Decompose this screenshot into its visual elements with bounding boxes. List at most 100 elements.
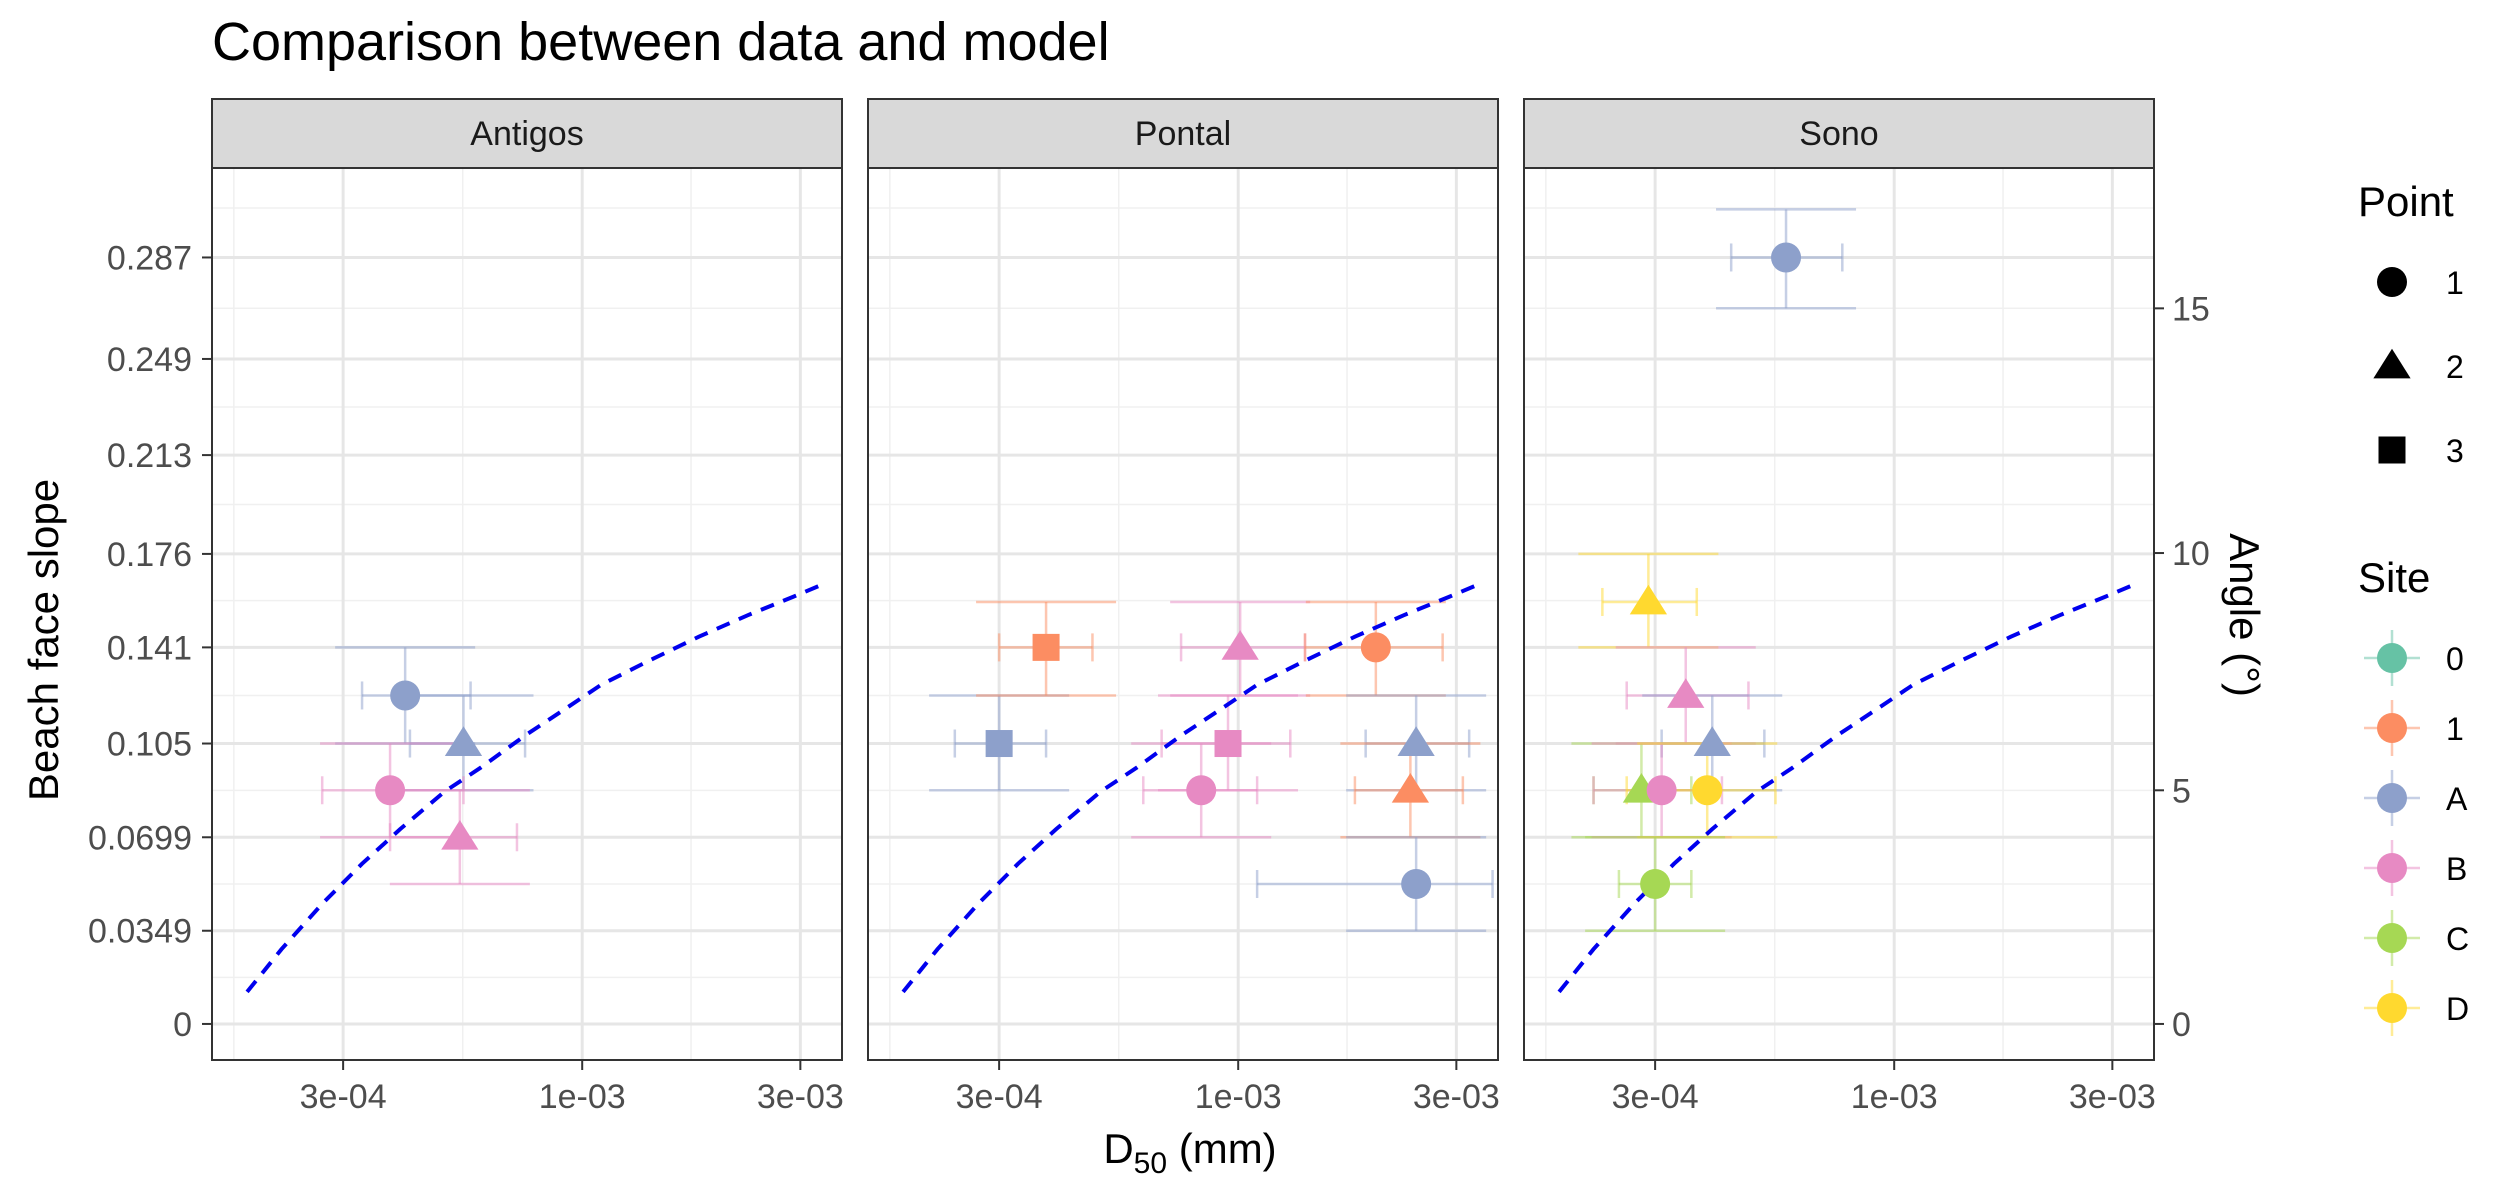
legend-point: Point 1 2 3: [2358, 178, 2464, 469]
y2-tick-label: 10: [2172, 535, 2210, 573]
legend-site-label: B: [2446, 851, 2467, 887]
data-point: [1360, 632, 1391, 663]
legend-site-key: [2377, 923, 2407, 953]
y-tick-label: 0.105: [107, 726, 192, 764]
data-points: [375, 680, 483, 850]
data-point: [1640, 869, 1671, 900]
facet-panels: Antigos 3e-04 1e-03 3e-03 Pontal 3e-04 1e-03 3e…: [211, 98, 2156, 1116]
x-tick-label: 1e-03: [1851, 1078, 1938, 1116]
data-point: [985, 730, 1013, 758]
legend-site-label: 0: [2446, 641, 2464, 677]
x-tick-label: 3e-03: [2069, 1078, 2156, 1116]
y-tick-label: 0.0349: [88, 913, 192, 951]
y-tick-label: 0.141: [107, 629, 192, 667]
data-points: [985, 630, 1435, 900]
data-point: [1401, 869, 1432, 900]
data-point: [1629, 584, 1668, 615]
y-tick-label: 0.249: [107, 341, 192, 379]
y-tick-label: 0.176: [107, 536, 192, 574]
legend-site-title: Site: [2358, 554, 2430, 601]
legend-site-item: D: [2364, 980, 2469, 1036]
panel-border: [1523, 167, 2155, 1061]
legend-point-item: 1: [2377, 265, 2464, 301]
data-point: [1032, 633, 1060, 661]
data-point: [1391, 773, 1430, 803]
panel-pontal: Pontal 3e-04 1e-03 3e-03: [867, 98, 1500, 1116]
legend-point-title: Point: [2358, 178, 2454, 225]
legend-point-key: [2378, 436, 2406, 464]
panel-border: [867, 167, 1499, 1061]
data-point: [1186, 775, 1217, 806]
facet-strip: [1523, 98, 2155, 169]
chart-title: Comparison between data and model: [212, 12, 1110, 72]
x-tick-label: 3e-04: [300, 1078, 387, 1116]
legend-site-label: 1: [2446, 711, 2464, 747]
x-tick-label: 1e-03: [1195, 1078, 1282, 1116]
data-point: [1646, 775, 1677, 806]
data-point: [441, 820, 479, 850]
legend-point-key: [2373, 348, 2411, 379]
y-axis-right: 0 5 10 15: [2154, 290, 2210, 1044]
legend-site-key: [2377, 783, 2407, 813]
y-tick-label: 0.287: [107, 239, 192, 277]
x-tick-label: 3e-03: [757, 1078, 844, 1116]
facet-strip: [867, 98, 1499, 169]
legend-site-label: A: [2446, 781, 2468, 817]
legend-site-label: D: [2446, 991, 2469, 1027]
data-point: [375, 775, 406, 806]
legend-site-item: C: [2364, 910, 2469, 966]
y-tick-label: 0.0699: [88, 819, 192, 857]
data-point: [1667, 678, 1705, 708]
y2-tick-label: 15: [2172, 290, 2210, 328]
legend-site-key: [2377, 993, 2407, 1023]
panel-antigos: Antigos 3e-04 1e-03 3e-03: [211, 98, 844, 1116]
y2-tick-label: 0: [2172, 1006, 2191, 1044]
panel-border: [211, 167, 843, 1061]
x-tick-label: 1e-03: [539, 1078, 626, 1116]
legend-site-key: [2377, 853, 2407, 883]
legend-point-item: 3: [2378, 433, 2464, 469]
legend-site-item: 0: [2364, 630, 2464, 686]
x-tick-label: 3e-04: [956, 1078, 1043, 1116]
y2-tick-label: 5: [2172, 772, 2191, 810]
data-point: [444, 726, 483, 756]
x-tick-label: 3e-04: [1612, 1078, 1699, 1116]
legend-point-label: 3: [2446, 433, 2464, 469]
data-point: [1214, 730, 1242, 758]
x-axis-title-main: D: [1103, 1125, 1133, 1172]
data-point: [1221, 630, 1259, 660]
facet-strip-label: Pontal: [1135, 115, 1231, 153]
y-tick-label: 0: [173, 1006, 192, 1044]
data-point: [1693, 726, 1731, 756]
y2-axis-title: Angle (°): [2221, 533, 2268, 697]
y-tick-label: 0.213: [107, 437, 192, 475]
legend-site-key: [2377, 713, 2407, 743]
legend-point-label: 1: [2446, 265, 2464, 301]
legend-site-label: C: [2446, 921, 2469, 957]
x-axis-title-subscript: 50: [1134, 1147, 1167, 1180]
legend-point-key: [2377, 267, 2407, 297]
legend-site-item: A: [2364, 770, 2468, 826]
legend-point-label: 2: [2446, 349, 2464, 385]
facet-strip-label: Antigos: [470, 115, 583, 153]
data-point: [1397, 726, 1435, 756]
error-bars: [929, 600, 1494, 932]
legend-site-key: [2377, 643, 2407, 673]
y-axis-left: 0 0.0349 0.0699 0.105 0.141 0.176 0.213 0.249 0.…: [88, 239, 212, 1044]
legend-site-item: B: [2364, 840, 2467, 896]
data-points: [1622, 242, 1802, 900]
panel-sono: Sono 3e-04 1e-03 3e-03: [1523, 98, 2156, 1116]
data-point: [1771, 242, 1802, 273]
facet-strip-label: Sono: [1799, 115, 1878, 153]
legend-point-item: 2: [2373, 348, 2464, 385]
facet-strip: [211, 98, 843, 169]
y-axis-title: Beach face slope: [20, 479, 67, 801]
x-axis-title-unit: (mm): [1167, 1125, 1277, 1172]
data-point: [1692, 775, 1723, 806]
legend-site-item: 1: [2364, 700, 2464, 756]
data-point: [390, 680, 421, 711]
x-axis-title: D50 (mm): [1103, 1125, 1276, 1180]
x-tick-label: 3e-03: [1413, 1078, 1500, 1116]
